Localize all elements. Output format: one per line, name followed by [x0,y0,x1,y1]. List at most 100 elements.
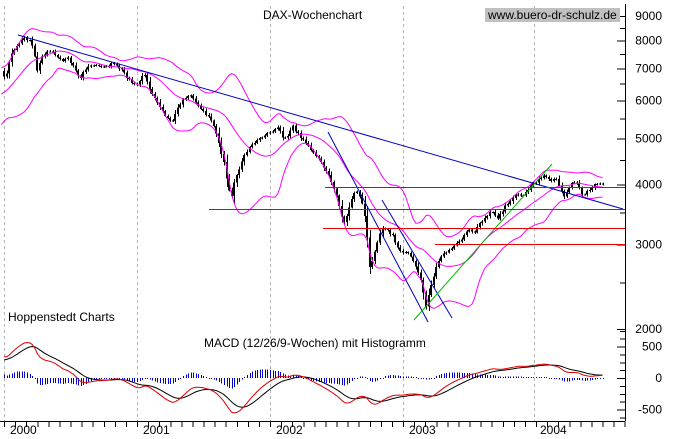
candle-body [11,53,13,63]
candle-body [415,261,417,267]
candle-body [167,115,169,118]
tick-label: 6000 [635,93,662,107]
candle-body [338,195,340,206]
axis-tick-labels: 2000 2001 2002 2003 200490008000700060005000… [10,9,662,437]
candle-body [93,65,95,67]
candle-body [476,226,478,233]
bollinger-bands [1,28,603,309]
candle-body [41,56,43,64]
candle-body [320,158,322,162]
candle-body [351,199,353,208]
candle-body [550,178,552,182]
candle-body [261,137,263,139]
candle-body [474,231,476,233]
candle-body [256,140,258,143]
candle-body [366,216,368,238]
candle-body [3,70,5,77]
year-label: 2003 [409,423,436,437]
candle-body [471,229,473,232]
candle-body [174,114,176,121]
candle-body [336,188,338,196]
candle-body [402,251,404,253]
candle-body [323,161,325,168]
candle-body [254,142,256,145]
candle-body [6,73,8,77]
candle-body [292,125,294,131]
candle-body [589,189,591,192]
candle-body [420,272,422,280]
candle-body [325,167,327,171]
candle-body [34,45,36,57]
candle-body [177,107,179,115]
candle-body [70,57,72,63]
candle-body [31,40,33,46]
candle-body [146,74,148,82]
candle-body [282,131,284,138]
trendlines [17,34,624,323]
candle-body [497,215,499,219]
candle-body [466,231,468,235]
candle-body [422,279,424,293]
tick-label: 3000 [635,238,662,252]
candle-body [512,197,514,202]
candle-body [259,138,261,141]
candle-body [571,182,573,188]
candle-body [162,107,164,112]
candle-body [300,133,302,138]
candle-body [517,194,519,196]
tick-label: -500 [638,403,662,417]
candle-body [343,216,345,222]
candle-body [502,211,504,215]
candle-body [468,229,470,232]
tick-label: 9000 [635,9,662,23]
candle-body [205,110,207,115]
candle-body [489,211,491,217]
candle-body [249,147,251,152]
candle-body [356,191,358,193]
candle-body [90,65,92,67]
candle-body [133,83,135,85]
trendline-steep-downtrend-2002-2 [381,199,453,319]
candle-body [305,139,307,144]
candle-body [190,95,192,97]
trendline-long-downtrend-2000-2004 [17,34,624,210]
candle-body [494,212,496,216]
candle-body [52,51,54,53]
candle-body [484,217,486,222]
candle-body [545,175,547,177]
candle-body [440,256,442,262]
candle-body [410,253,412,257]
bollinger-upper-band [1,28,603,238]
candle-body [67,57,69,60]
candle-body [277,127,279,130]
candle-body [302,137,304,140]
candle-body [361,196,363,204]
candle-body [208,114,210,117]
candle-body [287,135,289,138]
candle-body [430,284,432,296]
tick-label: 4000 [635,178,662,192]
candle-body [479,223,481,227]
macd-line [3,342,603,414]
candle-body [553,179,555,182]
candle-body [412,256,414,262]
candle-body [448,249,450,253]
candle-body [481,221,483,224]
year-label: 2001 [143,423,170,437]
candle-body [520,194,522,196]
candle-body [251,144,253,148]
candle-body [238,169,240,175]
candle-body [333,181,335,189]
macd-panel-label: MACD (12/26/9-Wochen) mit Histogramm [204,336,426,350]
candle-body [346,215,348,222]
candle-body [223,153,225,163]
candle-body [116,64,118,66]
candle-body [558,178,560,186]
candle-body [284,137,286,139]
candle-body [266,133,268,136]
candle-body [172,120,174,122]
candle-body [392,233,394,236]
candle-body [445,252,447,254]
candle-body [264,135,266,138]
